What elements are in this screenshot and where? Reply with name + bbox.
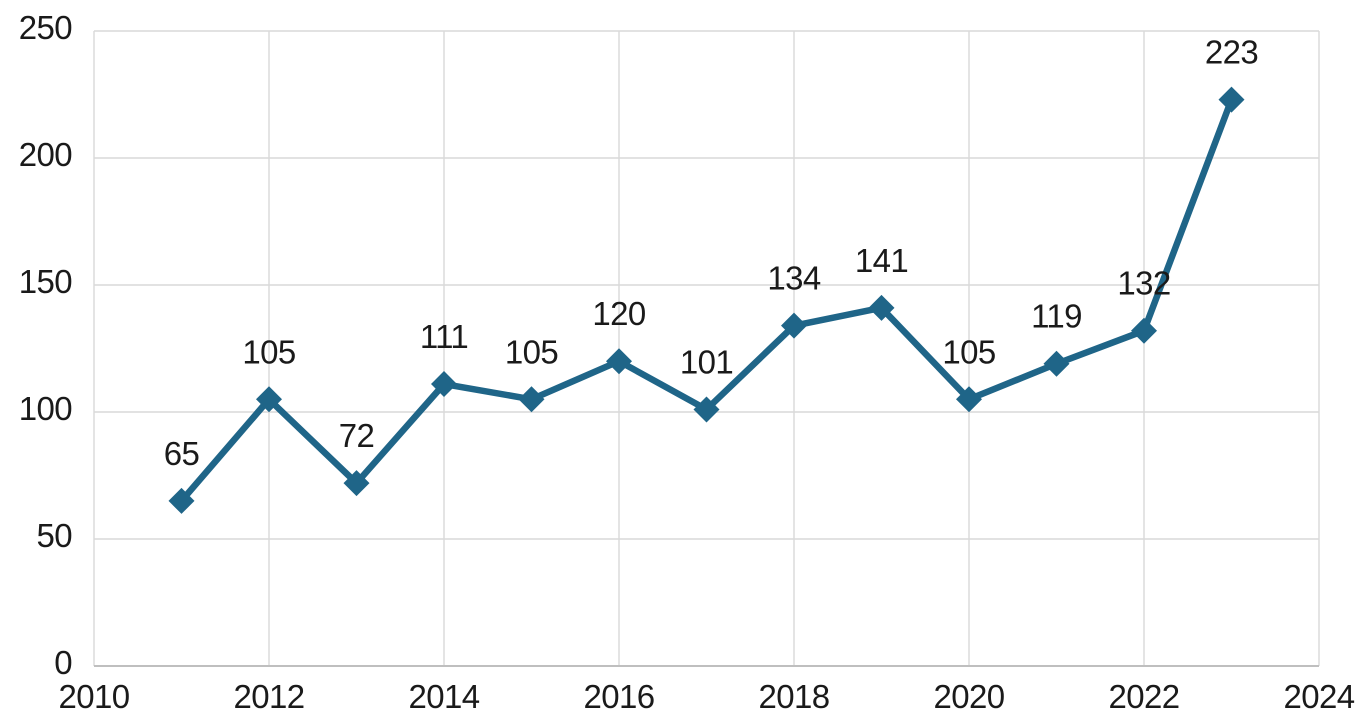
series-layer xyxy=(168,86,1245,514)
y-tick-label-250: 250 xyxy=(19,9,73,46)
data-point-marker-2021 xyxy=(1043,350,1070,377)
data-point-marker-2012 xyxy=(256,386,282,413)
data-label-2020: 105 xyxy=(942,333,995,370)
y-tick-label-100: 100 xyxy=(19,390,73,427)
y-tick-label-50: 50 xyxy=(36,517,72,554)
data-label-2019: 141 xyxy=(855,242,908,279)
data-point-marker-2019 xyxy=(868,294,895,321)
data-point-marker-2014 xyxy=(431,371,457,398)
data-label-2023: 223 xyxy=(1205,34,1258,71)
data-label-2022: 132 xyxy=(1117,265,1170,302)
data-point-marker-2018 xyxy=(781,312,807,339)
data-point-marker-2016 xyxy=(606,348,632,375)
x-tick-label-2018: 2018 xyxy=(758,678,829,715)
x-tick-label-2010: 2010 xyxy=(58,678,129,715)
data-point-marker-2013 xyxy=(343,470,370,497)
data-label-2018: 134 xyxy=(767,260,821,297)
x-tick-label-2022: 2022 xyxy=(1108,678,1179,715)
x-tick-label-2024: 2024 xyxy=(1283,678,1354,715)
x-tick-label-2016: 2016 xyxy=(583,678,654,715)
y-tick-label-0: 0 xyxy=(54,644,72,681)
data-label-2014: 111 xyxy=(420,318,468,355)
data-point-marker-2020 xyxy=(956,386,982,413)
x-tick-label-2012: 2012 xyxy=(233,678,304,715)
data-label-2021: 119 xyxy=(1031,298,1082,335)
data-label-2016: 120 xyxy=(592,295,646,332)
data-point-marker-2022 xyxy=(1131,317,1157,344)
data-point-marker-2023 xyxy=(1218,86,1245,113)
data-label-2013: 72 xyxy=(339,417,375,454)
x-tick-label-2020: 2020 xyxy=(933,678,1004,715)
data-point-marker-2015 xyxy=(518,386,545,413)
data-label-2017: 101 xyxy=(680,343,733,380)
y-tick-label-200: 200 xyxy=(19,136,73,173)
data-label-2012: 105 xyxy=(242,333,295,370)
data-point-marker-2017 xyxy=(693,396,720,423)
data-label-2011: 65 xyxy=(164,435,200,472)
grid-layer xyxy=(93,30,1320,666)
y-tick-label-150: 150 xyxy=(19,263,73,300)
x-tick-label-2014: 2014 xyxy=(408,678,479,715)
data-label-2015: 105 xyxy=(505,333,558,370)
data-label-layer: 65 105 72 111 105 120 101 134 141 105 119 132 223 xyxy=(164,34,1259,472)
data-point-marker-2011 xyxy=(168,487,195,514)
axis-layer: 0 50 100 150 200 250 2010 2012 2014 2016 2018 2020 2… xyxy=(19,9,1356,715)
